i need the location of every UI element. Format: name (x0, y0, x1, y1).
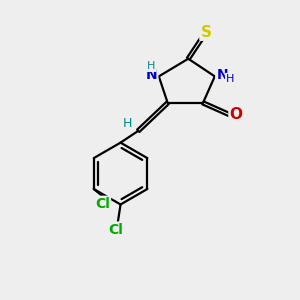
Text: N: N (146, 68, 158, 82)
Text: N: N (216, 68, 228, 82)
Text: H: H (147, 61, 156, 71)
Text: H: H (122, 117, 132, 130)
Text: S: S (200, 25, 211, 40)
Text: O: O (230, 107, 242, 122)
Text: Cl: Cl (109, 223, 124, 236)
Text: Cl: Cl (95, 197, 110, 211)
Text: H: H (226, 74, 234, 84)
